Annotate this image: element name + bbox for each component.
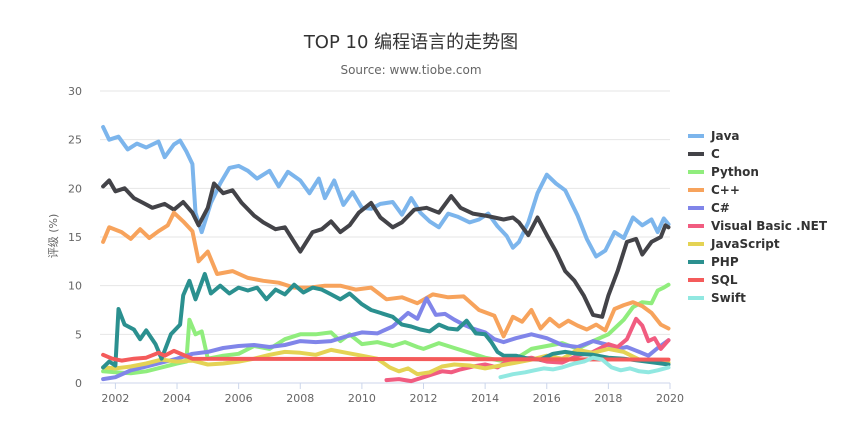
- y-tick-label: 0: [75, 377, 82, 390]
- series-line-c[interactable]: [101, 178, 671, 319]
- y-tick-label: 30: [68, 85, 82, 98]
- legend-label: Python: [711, 165, 759, 179]
- legend-label: PHP: [711, 255, 739, 269]
- legend-item-javascript[interactable]: JavaScript: [688, 237, 780, 251]
- legend-item-sql[interactable]: SQL: [688, 273, 738, 287]
- y-axis-ticks: 0 5 10 15 20 25 30: [68, 85, 82, 390]
- legend-label: C: [711, 147, 720, 161]
- x-tick-label: 2020: [656, 392, 684, 405]
- legend-item-c[interactable]: C: [688, 147, 720, 161]
- legend-item-php[interactable]: PHP: [688, 255, 739, 269]
- series-line-python[interactable]: [101, 282, 671, 376]
- series-line-c[interactable]: [101, 210, 671, 339]
- legend-item-c[interactable]: C#: [688, 201, 730, 215]
- x-axis-ticks: 2002 2004 2006 2008 2010 2012 2014 2016 2018 2020: [101, 383, 684, 405]
- series-line-java[interactable]: [101, 125, 671, 259]
- legend: Java C Python C++ C# Visual Basic .NET JavaScr…: [688, 129, 828, 305]
- y-tick-label: 10: [68, 280, 82, 293]
- x-tick-label: 2002: [101, 392, 129, 405]
- legend-label: JavaScript: [710, 237, 780, 251]
- legend-label: C#: [711, 201, 730, 215]
- y-tick-label: 20: [68, 182, 82, 195]
- x-tick-label: 2008: [286, 392, 314, 405]
- series-lines: [101, 125, 671, 384]
- x-tick-label: 2006: [225, 392, 253, 405]
- x-tick-label: 2010: [348, 392, 376, 405]
- chart-title: TOP 10 编程语言的走势图: [303, 32, 518, 53]
- x-tick-label: 2014: [471, 392, 499, 405]
- legend-label: Swift: [711, 291, 746, 305]
- legend-item-swift[interactable]: Swift: [688, 291, 746, 305]
- chart-subtitle: Source: www.tiobe.com: [340, 63, 481, 77]
- x-tick-label: 2018: [594, 392, 622, 405]
- x-tick-label: 2004: [163, 392, 191, 405]
- y-tick-label: 15: [68, 231, 82, 244]
- legend-item-python[interactable]: Python: [688, 165, 759, 179]
- series-line-c[interactable]: [101, 296, 671, 382]
- series-line-sql[interactable]: [101, 348, 671, 363]
- y-tick-label: 5: [75, 328, 82, 341]
- legend-item-java[interactable]: Java: [688, 129, 739, 143]
- legend-label: C++: [711, 183, 740, 197]
- legend-label: SQL: [711, 273, 738, 287]
- legend-label: Java: [710, 129, 739, 143]
- legend-item-visual-basic-net[interactable]: Visual Basic .NET: [688, 219, 828, 233]
- y-axis-label: 评级 (%): [47, 214, 60, 259]
- y-tick-label: 25: [68, 134, 82, 147]
- x-tick-label: 2012: [410, 392, 438, 405]
- x-tick-label: 2016: [533, 392, 561, 405]
- series-line-swift[interactable]: [498, 355, 671, 380]
- legend-label: Visual Basic .NET: [711, 219, 828, 233]
- legend-item-c[interactable]: C++: [688, 183, 740, 197]
